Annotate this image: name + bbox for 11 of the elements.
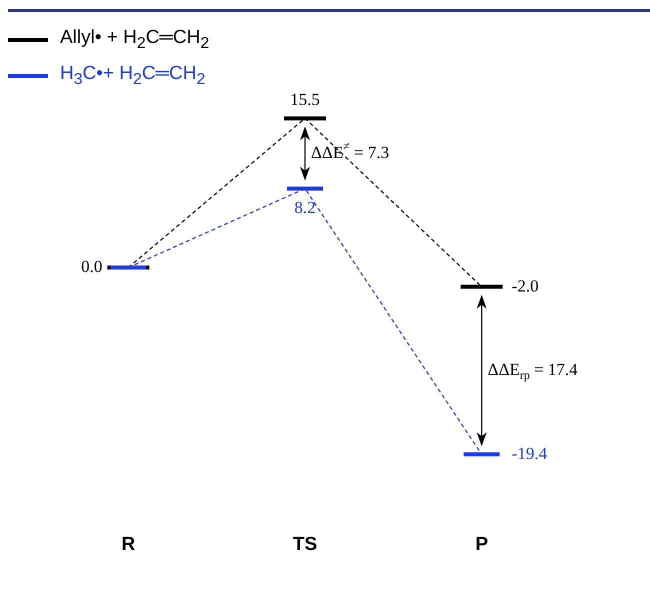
legend-label: Allyl• + H$_{2}$C═CH$_{2}$	[60, 27, 210, 53]
data-label: 15.5	[290, 90, 320, 109]
data-label: -19.4	[512, 444, 548, 463]
data-label: -2.0	[512, 276, 539, 296]
annotation: ΔΔE≠ = 7.3	[311, 138, 390, 162]
legend-label: H$_{3}$C•+ H$_{2}$C═CH$_{2}$	[60, 63, 206, 89]
x-tick-label: R	[121, 534, 136, 555]
data-label: 8.2	[294, 198, 316, 218]
x-tick-label: P	[475, 534, 488, 555]
x-tick-label: TS	[292, 534, 318, 555]
data-label: 0.0	[81, 257, 102, 276]
